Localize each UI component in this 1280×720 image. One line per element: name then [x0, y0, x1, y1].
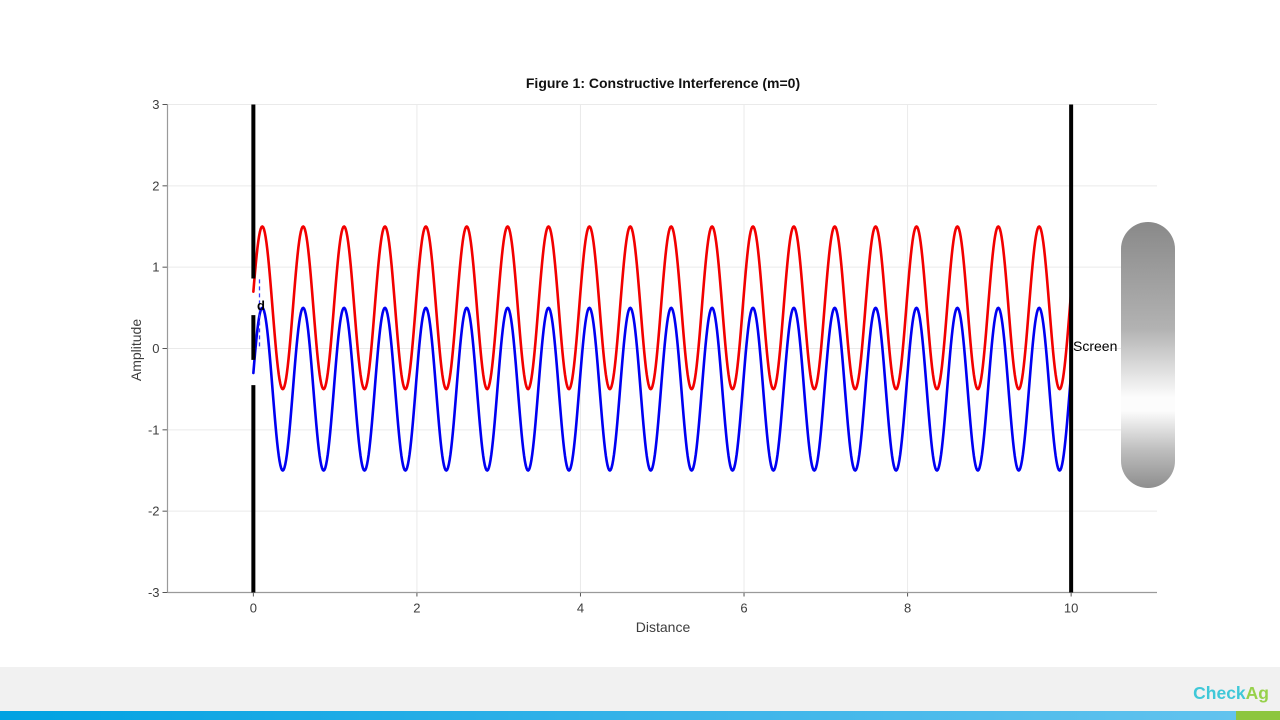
x-tick-label: 6	[740, 601, 747, 616]
x-tick-label: 4	[577, 601, 584, 616]
screen-annotation: Screen	[1073, 338, 1118, 354]
screen-intensity-bar	[1121, 222, 1175, 488]
brand-part-ag: Ag	[1245, 683, 1269, 703]
x-axis-label: Distance	[635, 619, 691, 635]
figure-title: Figure 1: Constructive Interference (m=0…	[525, 75, 801, 91]
x-tick-label: 0	[250, 601, 257, 616]
y-tick-label: -1	[148, 422, 160, 437]
x-tick-label: 2	[413, 601, 420, 616]
brand-part-check: Check	[1193, 683, 1246, 703]
y-tick-label: 1	[152, 260, 159, 275]
x-tick-label: 10	[1064, 601, 1078, 616]
lower-wave	[252, 306, 1073, 472]
upper-wave	[252, 225, 1073, 391]
y-tick-label: 3	[152, 97, 159, 112]
y-axis-label: Amplitude	[128, 318, 144, 382]
y-tick-label: -2	[148, 504, 160, 519]
footer-band	[0, 667, 1280, 711]
y-tick-label: -3	[148, 585, 160, 600]
bottom-bar	[0, 711, 1280, 720]
slit-separation-annotation: d	[257, 298, 265, 313]
y-tick-label: 2	[152, 178, 159, 193]
brand-logo: CheckAg	[1193, 683, 1269, 704]
bottom-bar-green	[1236, 711, 1280, 720]
y-tick-label: 0	[152, 341, 159, 356]
bottom-bar-blue	[0, 711, 1236, 720]
x-tick-label: 8	[904, 601, 911, 616]
